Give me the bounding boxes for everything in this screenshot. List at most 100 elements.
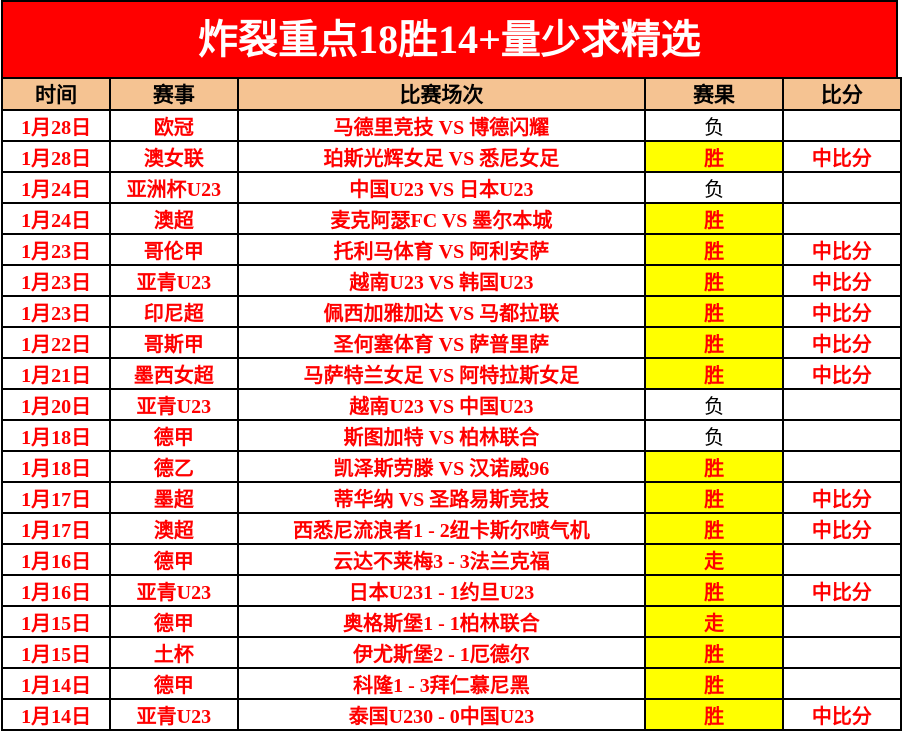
league-cell: 亚青U23 [109,388,239,421]
result-cell: 胜 [644,357,784,390]
date-cell: 1月24日 [0,171,112,204]
match-cell: 伊尤斯堡2 - 1厄德尔 [236,636,647,669]
date-cell: 1月16日 [0,543,112,576]
result-cell: 胜 [644,450,784,483]
match-cell: 圣何塞体育 VS 萨普里萨 [236,326,647,359]
table-row: 1月21日 墨西女超 马萨特兰女足 VS 阿特拉斯女足 胜 中比分 [0,357,903,390]
league-cell: 澳超 [109,512,239,545]
date-cell: 1月21日 [0,357,112,390]
result-cell: 胜 [644,481,784,514]
table-row: 1月24日 亚洲杯U23 中国U23 VS 日本U23 负 [0,171,903,204]
table-row: 1月16日 亚青U23 日本U231 - 1约旦U23 胜 中比分 [0,574,903,607]
score-cell [781,667,903,700]
date-cell: 1月15日 [0,605,112,638]
result-cell: 胜 [644,698,784,731]
date-cell: 1月17日 [0,512,112,545]
table-row: 1月17日 澳超 西悉尼流浪者1 - 2纽卡斯尔喷气机 胜 中比分 [0,512,903,545]
league-cell: 哥斯甲 [109,326,239,359]
date-cell: 1月20日 [0,388,112,421]
col-header-league: 赛事 [109,77,239,111]
result-cell: 胜 [644,202,784,235]
table-row: 1月23日 哥伦甲 托利马体育 VS 阿利安萨 胜 中比分 [0,233,903,266]
league-cell: 澳超 [109,202,239,235]
league-cell: 德甲 [109,419,239,452]
match-cell: 蒂华纳 VS 圣路易斯竞技 [236,481,647,514]
match-cell: 云达不莱梅3 - 3法兰克福 [236,543,647,576]
score-cell: 中比分 [781,512,903,545]
table-row: 1月18日 德甲 斯图加特 VS 柏林联合 负 [0,419,903,452]
match-cell: 越南U23 VS 韩国U23 [236,264,647,297]
result-cell: 胜 [644,326,784,359]
score-cell [781,450,903,483]
league-cell: 亚青U23 [109,574,239,607]
score-cell: 中比分 [781,326,903,359]
table-row: 1月17日 墨超 蒂华纳 VS 圣路易斯竞技 胜 中比分 [0,481,903,514]
match-cell: 凯泽斯劳滕 VS 汉诺威96 [236,450,647,483]
col-header-time: 时间 [0,77,112,111]
result-cell: 走 [644,543,784,576]
score-cell: 中比分 [781,698,903,731]
match-cell: 越南U23 VS 中国U23 [236,388,647,421]
league-cell: 德甲 [109,605,239,638]
date-cell: 1月16日 [0,574,112,607]
match-cell: 科隆1 - 3拜仁慕尼黑 [236,667,647,700]
match-cell: 托利马体育 VS 阿利安萨 [236,233,647,266]
date-cell: 1月14日 [0,667,112,700]
date-cell: 1月18日 [0,419,112,452]
date-cell: 1月28日 [0,140,112,173]
score-cell: 中比分 [781,295,903,328]
league-cell: 德乙 [109,450,239,483]
date-cell: 1月22日 [0,326,112,359]
league-cell: 欧冠 [109,109,239,142]
score-cell: 中比分 [781,357,903,390]
table-row: 1月24日 澳超 麦克阿瑟FC VS 墨尔本城 胜 [0,202,903,235]
date-cell: 1月23日 [0,233,112,266]
col-header-score: 比分 [781,77,903,111]
result-cell: 走 [644,605,784,638]
result-cell: 负 [644,109,784,142]
table-row: 1月28日 欧冠 马德里竞技 VS 博德闪耀 负 [0,109,903,142]
match-cell: 泰国U230 - 0中国U23 [236,698,647,731]
score-cell [781,543,903,576]
results-table: 时间 赛事 比赛场次 赛果 比分 1月28日 欧冠 马德里竞技 VS 博德闪耀 … [0,77,903,731]
score-cell: 中比分 [781,574,903,607]
match-cell: 马萨特兰女足 VS 阿特拉斯女足 [236,357,647,390]
col-header-result: 赛果 [644,77,784,111]
match-cell: 奥格斯堡1 - 1柏林联合 [236,605,647,638]
result-cell: 负 [644,171,784,204]
table-row: 1月15日 德甲 奥格斯堡1 - 1柏林联合 走 [0,605,903,638]
date-cell: 1月14日 [0,698,112,731]
date-cell: 1月18日 [0,450,112,483]
match-cell: 日本U231 - 1约旦U23 [236,574,647,607]
match-cell: 珀斯光辉女足 VS 悉尼女足 [236,140,647,173]
result-cell: 胜 [644,636,784,669]
league-cell: 土杯 [109,636,239,669]
result-cell: 胜 [644,667,784,700]
league-cell: 墨超 [109,481,239,514]
table-row: 1月23日 亚青U23 越南U23 VS 韩国U23 胜 中比分 [0,264,903,297]
table-row: 1月28日 澳女联 珀斯光辉女足 VS 悉尼女足 胜 中比分 [0,140,903,173]
match-cell: 马德里竞技 VS 博德闪耀 [236,109,647,142]
score-cell [781,109,903,142]
match-cell: 斯图加特 VS 柏林联合 [236,419,647,452]
score-cell [781,202,903,235]
table-row: 1月15日 土杯 伊尤斯堡2 - 1厄德尔 胜 [0,636,903,669]
score-cell: 中比分 [781,140,903,173]
title-banner: 炸裂重点18胜14+量少求精选 [1,0,898,79]
result-cell: 负 [644,419,784,452]
score-cell [781,171,903,204]
score-cell: 中比分 [781,264,903,297]
date-cell: 1月15日 [0,636,112,669]
col-header-match: 比赛场次 [236,77,647,111]
league-cell: 德甲 [109,667,239,700]
league-cell: 墨西女超 [109,357,239,390]
league-cell: 亚青U23 [109,264,239,297]
league-cell: 亚洲杯U23 [109,171,239,204]
score-cell [781,419,903,452]
header-row: 时间 赛事 比赛场次 赛果 比分 [0,77,903,111]
table-row: 1月16日 德甲 云达不莱梅3 - 3法兰克福 走 [0,543,903,576]
result-cell: 胜 [644,574,784,607]
result-cell: 胜 [644,233,784,266]
league-cell: 澳女联 [109,140,239,173]
result-cell: 负 [644,388,784,421]
